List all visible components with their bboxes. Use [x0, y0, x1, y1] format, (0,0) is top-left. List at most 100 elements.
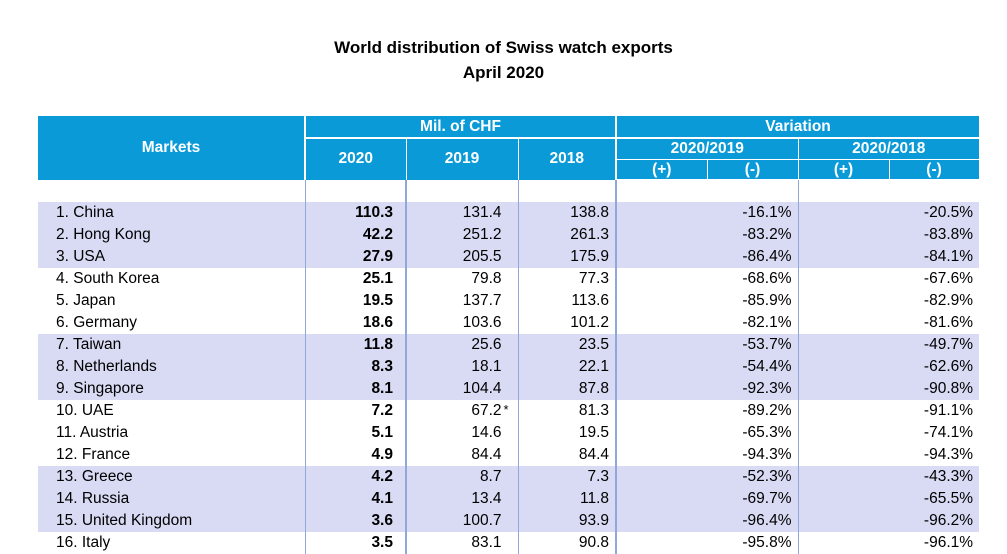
value-2019-cell: 131.4 [406, 202, 519, 224]
value-2019-value: 251.2 [462, 226, 502, 243]
value-2020-value: 8.1 [371, 380, 393, 397]
value-2019-cell: 205.5 [406, 246, 519, 268]
header-var2-minus: (-) [888, 159, 980, 180]
market-value: 11. Austria [56, 424, 129, 441]
variation-2020-2019-value: -82.1% [742, 314, 792, 331]
value-2020-value: 25.1 [362, 270, 393, 287]
variation-2020-2019-cell: -54.4% [616, 356, 799, 378]
value-2018-cell: 84.4 [518, 444, 618, 466]
variation-2020-2019-value: -69.7% [742, 490, 792, 507]
variation-2020-2018-value: -65.5% [923, 490, 974, 507]
value-2018-value: 84.4 [578, 446, 610, 463]
value-2018-cell: 113.6 [518, 290, 618, 312]
header-var2-plus: (+) [797, 159, 890, 180]
market-cell: 16. Italy [38, 532, 306, 554]
value-2018-cell: 261.3 [518, 224, 618, 246]
value-2020-value: 4.9 [371, 446, 393, 463]
value-2020-value: 110.3 [355, 204, 393, 221]
value-2020-value: 18.6 [362, 314, 393, 331]
header-variation: Variation [616, 116, 980, 139]
value-2019-cell: 79.8 [406, 268, 519, 290]
market-cell: 12. France [38, 444, 306, 466]
variation-2020-2018-cell: -90.8% [798, 378, 980, 400]
variation-2020-2018-value: -82.9% [923, 292, 974, 309]
value-2019-cell: 103.6 [406, 312, 519, 334]
variation-2020-2018-cell: -74.1% [798, 422, 980, 444]
value-2019-value: 205.5 [462, 248, 502, 265]
table-row: 3. USA 27.9 205.5 175.9 -86.4% -84.1% [38, 246, 980, 268]
value-2020-value: 42.2 [362, 226, 393, 243]
market-value: 1. China [56, 204, 114, 221]
variation-2020-2019-value: -53.7% [742, 336, 792, 353]
value-2018-value: 175.9 [570, 248, 610, 265]
value-2020-cell: 11.8 [305, 334, 407, 356]
value-2018-value: 87.8 [578, 380, 610, 397]
market-cell: 4. South Korea [38, 268, 306, 290]
value-2019-value: 137.7 [462, 292, 502, 309]
value-2018-value: 90.8 [578, 534, 610, 551]
value-2019-cell: 83.1 [406, 532, 519, 554]
variation-2020-2019-cell: -85.9% [616, 290, 799, 312]
value-2020-value: 19.5 [362, 292, 393, 309]
variation-2020-2018-value: -49.7% [923, 336, 974, 353]
value-2020-value: 4.2 [371, 468, 393, 485]
market-value: 12. France [56, 446, 131, 463]
variation-2020-2019-cell: -16.1% [616, 202, 799, 224]
market-value: 14. Russia [56, 490, 130, 507]
variation-2020-2019-cell: -92.3% [616, 378, 799, 400]
market-value: 7. Taiwan [56, 336, 122, 353]
value-2018-cell: 101.2 [518, 312, 618, 334]
value-2018-value: 7.3 [587, 468, 610, 485]
market-cell: 9. Singapore [38, 378, 306, 400]
value-2018-value: 77.3 [578, 270, 610, 287]
value-2019-value: 79.8 [471, 270, 502, 287]
value-2018-cell: 175.9 [518, 246, 618, 268]
value-2019-cell: 13.4 [406, 488, 519, 510]
market-cell: 5. Japan [38, 290, 306, 312]
table-row: 12. France 4.9 84.4 84.4 -94.3% -94.3% [38, 444, 980, 466]
market-cell: 13. Greece [38, 466, 306, 488]
value-2019-value: 131.4 [462, 204, 502, 221]
variation-2020-2019-value: -86.4% [742, 248, 792, 265]
value-2020-cell: 27.9 [305, 246, 407, 268]
table-row: 2. Hong Kong 42.2 251.2 261.3 -83.2% -83.8% [38, 224, 980, 246]
variation-2020-2018-cell: -49.7% [798, 334, 980, 356]
header-var-2020-2019: 2020/2019 [616, 138, 799, 160]
variation-2020-2018-cell: -83.8% [798, 224, 980, 246]
value-2018-cell: 77.3 [518, 268, 618, 290]
variation-2020-2018-cell: -82.9% [798, 290, 980, 312]
table-row: 4. South Korea 25.1 79.8 77.3 -68.6% -67.6% [38, 268, 980, 290]
value-2018-cell: 87.8 [518, 378, 618, 400]
table-row: 9. Singapore 8.1 104.4 87.8 -92.3% -90.8% [38, 378, 980, 400]
variation-2020-2018-value: -90.8% [923, 380, 974, 397]
value-2020-cell: 8.1 [305, 378, 407, 400]
market-value: 2. Hong Kong [56, 226, 151, 243]
value-2020-value: 5.1 [371, 424, 393, 441]
value-2019-value: 14.6 [471, 424, 502, 441]
variation-2020-2018-cell: -91.1% [798, 400, 980, 422]
variation-2020-2018-cell: -81.6% [798, 312, 980, 334]
table-row: 5. Japan 19.5 137.7 113.6 -85.9% -82.9% [38, 290, 980, 312]
value-2019-cell: 67.2 * [406, 400, 519, 422]
value-2019-cell: 84.4 [406, 444, 519, 466]
header-var1-minus: (-) [706, 159, 799, 180]
market-cell: 1. China [38, 202, 306, 224]
variation-2020-2018-value: -81.6% [923, 314, 974, 331]
variation-2020-2019-cell: -53.7% [616, 334, 799, 356]
variation-2020-2019-value: -16.1% [742, 204, 792, 221]
value-2019-cell: 100.7 [406, 510, 519, 532]
variation-2020-2019-cell: -65.3% [616, 422, 799, 444]
value-2018-value: 261.3 [570, 226, 610, 243]
value-2018-value: 19.5 [578, 424, 610, 441]
variation-2020-2018-value: -91.1% [923, 402, 974, 419]
value-2020-cell: 5.1 [305, 422, 407, 444]
market-cell: 15. United Kingdom [38, 510, 306, 532]
market-value: 6. Germany [56, 314, 137, 331]
value-2019-value: 18.1 [471, 358, 502, 375]
variation-2020-2019-cell: -96.4% [616, 510, 799, 532]
variation-2020-2018-cell: -20.5% [798, 202, 980, 224]
value-2020-cell: 4.9 [305, 444, 407, 466]
variation-2020-2018-value: -74.1% [923, 424, 974, 441]
variation-2020-2019-cell: -69.7% [616, 488, 799, 510]
chart-title: World distribution of Swiss watch export… [334, 38, 673, 57]
